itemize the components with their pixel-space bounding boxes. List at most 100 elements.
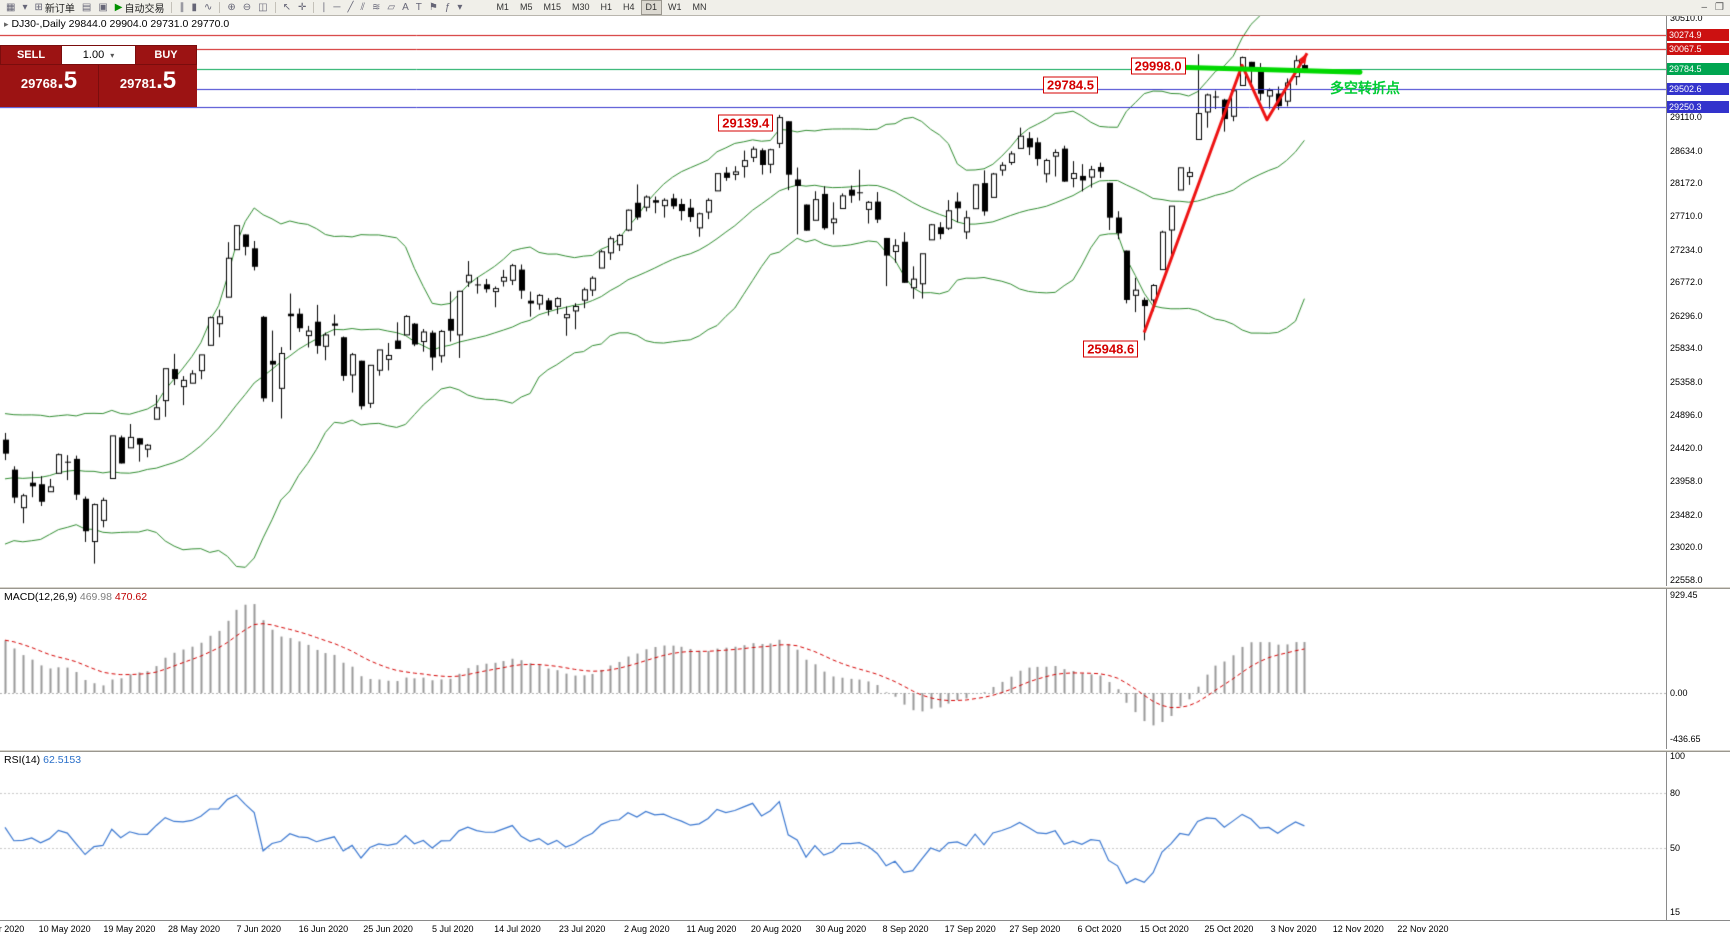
ask-price-int: 29781 bbox=[119, 76, 157, 91]
channel-icon[interactable]: ⫽ bbox=[358, 1, 368, 15]
new-chart-icon[interactable]: ▦ bbox=[3, 1, 18, 15]
price-axis-label: 25834.0 bbox=[1670, 343, 1703, 354]
macd-canvas[interactable] bbox=[0, 589, 1666, 749]
text-label-icon: T bbox=[415, 1, 422, 13]
date-axis-label: 16 Jun 2020 bbox=[298, 924, 349, 934]
tile-windows-icon[interactable]: ◫ bbox=[255, 1, 270, 15]
chart-ohlc-values: 29844.0 29904.0 29731.0 29770.0 bbox=[68, 18, 230, 30]
text-icon: A bbox=[402, 1, 409, 13]
crosshair-icon[interactable]: ✛ bbox=[295, 1, 309, 15]
bars-chart-icon[interactable]: ∥ bbox=[176, 1, 187, 15]
price-axis[interactable]: 30510.0 29110.0 28634.0 28172.0 27710.0 27234… bbox=[1666, 16, 1730, 586]
date-axis-label: 10 May 2020 bbox=[38, 924, 91, 934]
date-axis-label: 8 Sep 2020 bbox=[882, 924, 929, 934]
window-minimize-icon[interactable]: – bbox=[1701, 2, 1708, 13]
timeframe-m15-button[interactable]: M15 bbox=[543, 2, 561, 12]
timeframe-h1-button[interactable]: H1 bbox=[600, 2, 613, 12]
vertical-line-icon: ∣ bbox=[321, 1, 327, 13]
autotrade-button[interactable]: ▶ 自动交易 bbox=[112, 1, 168, 16]
macd-main-value: 469.98 bbox=[79, 591, 112, 603]
zoom-in-icon[interactable]: ⊕ bbox=[224, 1, 238, 15]
lot-caret-icon[interactable]: ▾ bbox=[110, 50, 115, 60]
trendline-icon[interactable]: ╱ bbox=[345, 1, 357, 15]
toolbar: ▦ ▾ ⊞ 新订单 ▤ ▣ ▶ 自动交易 ∥ ▮ ∿ ⊕ ⊖ ◫ ↖ ✛ ∣ ─ ╱ ⫽ ≋ ▱ A T ⚑ ƒ ▾ M1 M5 M15… bbox=[0, 0, 1730, 16]
arrows-icon[interactable]: ⚑ bbox=[426, 1, 441, 15]
line-chart-icon[interactable]: ∿ bbox=[201, 1, 215, 15]
text-label-icon[interactable]: T bbox=[413, 1, 425, 15]
chart-symbol-header: ▸ DJ30-,Daily 29844.0 29904.0 29731.0 29… bbox=[4, 18, 229, 30]
trade-buttons-row: SELL 1.00 ▾ BUY bbox=[0, 45, 197, 65]
panel-splitter[interactable] bbox=[0, 749, 1730, 752]
price-level-tag: 30274.9 bbox=[1667, 28, 1729, 41]
timeframe-d1-button[interactable]: D1 bbox=[640, 0, 663, 15]
fibonacci-icon[interactable]: ≋ bbox=[369, 1, 383, 15]
chart-marker-icon: ▸ bbox=[4, 19, 9, 29]
window-restore-icon[interactable]: ❐ bbox=[1715, 2, 1724, 13]
horizontal-line-icon[interactable]: ─ bbox=[330, 1, 343, 15]
price-axis-label: 24420.0 bbox=[1670, 443, 1703, 454]
timeframe-bar: M1 M5 M15 M30 H1 H4 D1 W1 MN bbox=[491, 0, 711, 15]
buy-button[interactable]: BUY bbox=[135, 45, 197, 65]
price-axis-label: 22558.0 bbox=[1670, 575, 1703, 585]
rsi-canvas[interactable] bbox=[0, 752, 1666, 920]
new-order-button[interactable]: ⊞ 新订单 bbox=[31, 1, 77, 16]
text-icon[interactable]: A bbox=[399, 1, 412, 15]
rsi-axis-label: 100 bbox=[1670, 752, 1686, 761]
terminal-window-icon: ▣ bbox=[98, 1, 108, 13]
lot-size-field[interactable]: 1.00 ▾ bbox=[62, 45, 135, 65]
autotrade-button-label: 自动交易 bbox=[124, 4, 165, 15]
price-annotation-label[interactable]: 29784.5 bbox=[1043, 76, 1098, 94]
candles-chart-icon[interactable]: ▮ bbox=[188, 1, 200, 15]
date-axis[interactable]: 30 Apr 2020 10 May 2020 19 May 2020 28 May … bbox=[0, 920, 1730, 939]
timeframe-m1-button[interactable]: M1 bbox=[496, 2, 509, 12]
market-watch-icon[interactable]: ▤ bbox=[79, 1, 94, 15]
zoom-out-icon[interactable]: ⊖ bbox=[240, 1, 254, 15]
macd-axis-label: 0.00 bbox=[1670, 687, 1688, 698]
price-level-tag: 29502.6 bbox=[1667, 83, 1729, 96]
lot-size-value: 1.00 bbox=[82, 49, 105, 61]
price-annotation-label[interactable]: 25948.6 bbox=[1083, 340, 1139, 358]
price-annotation-label[interactable]: 29998.0 bbox=[1130, 57, 1186, 75]
terminal-window-icon[interactable]: ▣ bbox=[95, 1, 110, 15]
bid-price-display[interactable]: 29768.5 bbox=[0, 65, 98, 107]
timeframe-m5-button[interactable]: M5 bbox=[519, 2, 533, 12]
price-level-tag: 29250.3 bbox=[1667, 101, 1729, 114]
timeframe-w1-button[interactable]: W1 bbox=[668, 2, 682, 12]
date-axis-label: 20 Aug 2020 bbox=[750, 924, 802, 934]
new-order-button-label: 新订单 bbox=[44, 4, 75, 15]
bars-chart-icon: ∥ bbox=[179, 1, 185, 13]
vertical-line-icon[interactable]: ∣ bbox=[318, 1, 329, 15]
indicators-caret-icon[interactable]: ▾ bbox=[454, 1, 465, 15]
panel-splitter[interactable] bbox=[0, 586, 1730, 589]
date-axis-label: 3 Nov 2020 bbox=[1270, 924, 1317, 934]
date-axis-label: 6 Oct 2020 bbox=[1077, 924, 1122, 934]
rsi-axis-label: 80 bbox=[1670, 787, 1681, 798]
macd-axis[interactable]: 929.45 0.00 -436.65 bbox=[1666, 589, 1730, 749]
turning-point-note-label[interactable]: 多空转折点 bbox=[1330, 79, 1400, 96]
bid-price-frac: 5 bbox=[63, 67, 78, 94]
zoom-in-icon: ⊕ bbox=[227, 1, 236, 13]
price-chart-canvas[interactable] bbox=[0, 16, 1666, 586]
indicators-icon[interactable]: ƒ bbox=[442, 1, 454, 15]
date-axis-label: 30 Apr 2020 bbox=[0, 924, 25, 934]
date-axis-label: 11 Aug 2020 bbox=[686, 924, 737, 934]
chart-profiles-caret-icon[interactable]: ▾ bbox=[19, 1, 30, 15]
autotrade-icon: ▶ bbox=[114, 1, 123, 13]
ask-price-display[interactable]: 29781.5 bbox=[99, 65, 197, 107]
ask-price-frac: 5 bbox=[162, 67, 177, 94]
price-axis-label: 27710.0 bbox=[1670, 210, 1703, 221]
price-axis-label: 24896.0 bbox=[1670, 409, 1703, 420]
sell-button[interactable]: SELL bbox=[0, 45, 62, 65]
toolbar-icon-group: ▦ ▾ ⊞ 新订单 ▤ ▣ ▶ 自动交易 ∥ ▮ ∿ ⊕ ⊖ ◫ ↖ ✛ ∣ ─ ╱ ⫽ ≋ ▱ A T ⚑ ƒ ▾ bbox=[3, 1, 465, 16]
rsi-axis[interactable]: 100 80 50 15 bbox=[1666, 752, 1730, 920]
timeframe-mn-button[interactable]: MN bbox=[692, 2, 707, 12]
timeframe-h4-button[interactable]: H4 bbox=[623, 2, 635, 12]
cursor-icon[interactable]: ↖ bbox=[280, 1, 294, 15]
rsi-header: RSI(14) 62.5153 bbox=[4, 754, 81, 766]
date-axis-label: 25 Oct 2020 bbox=[1204, 924, 1254, 934]
shapes-icon: ▱ bbox=[387, 1, 396, 13]
price-annotation-label[interactable]: 29139.4 bbox=[718, 114, 774, 132]
timeframe-m30-button[interactable]: M30 bbox=[571, 2, 590, 12]
shapes-icon[interactable]: ▱ bbox=[384, 1, 398, 15]
